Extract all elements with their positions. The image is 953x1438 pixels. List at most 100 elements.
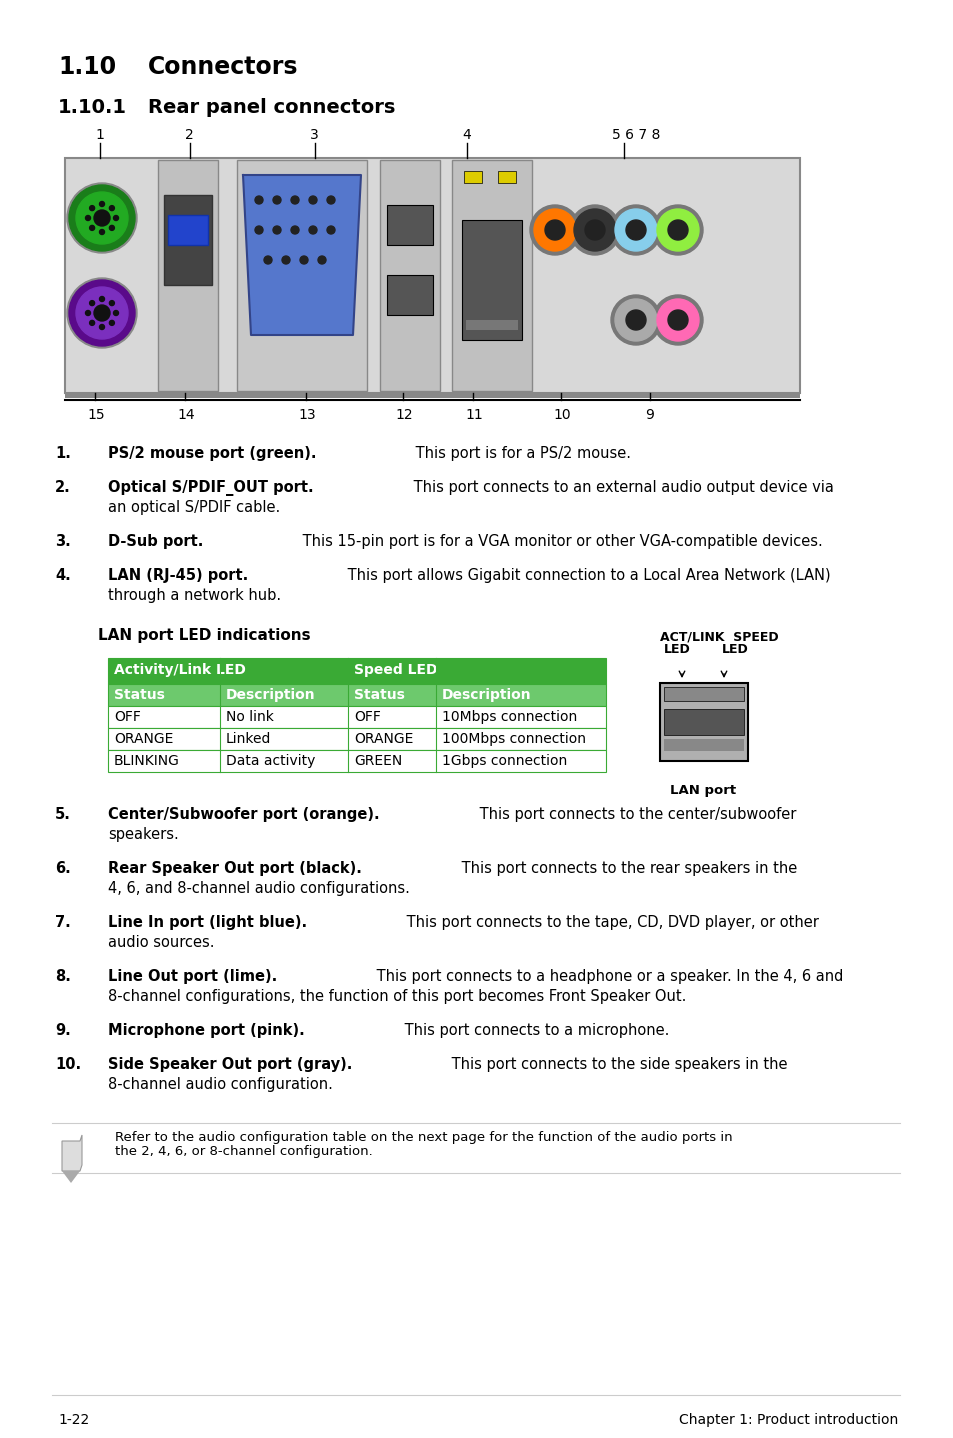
Circle shape — [67, 278, 137, 348]
Text: This port connects to a microphone.: This port connects to a microphone. — [399, 1022, 668, 1038]
Bar — [168, 216, 208, 244]
Text: BLINKING: BLINKING — [113, 754, 180, 768]
Bar — [236, 160, 367, 391]
Circle shape — [99, 201, 105, 207]
Text: Line In port (light blue).: Line In port (light blue). — [108, 915, 307, 930]
Text: 6.: 6. — [55, 861, 71, 876]
Circle shape — [90, 206, 94, 210]
Text: 1: 1 — [95, 128, 104, 142]
Circle shape — [90, 321, 94, 325]
Text: 4.: 4. — [55, 568, 71, 582]
Text: Refer to the audio configuration table on the next page for the function of the : Refer to the audio configuration table o… — [115, 1132, 732, 1145]
Circle shape — [615, 209, 657, 252]
Polygon shape — [62, 1171, 80, 1183]
Text: This port is for a PS/2 mouse.: This port is for a PS/2 mouse. — [411, 446, 631, 462]
Text: Connectors: Connectors — [148, 55, 298, 79]
Circle shape — [534, 209, 576, 252]
Text: 11: 11 — [464, 408, 482, 421]
Circle shape — [86, 311, 91, 315]
Text: 1-22: 1-22 — [58, 1414, 90, 1426]
Circle shape — [264, 256, 272, 265]
Text: Activity/Link LED: Activity/Link LED — [113, 663, 246, 677]
Circle shape — [76, 288, 128, 339]
Bar — [65, 393, 800, 398]
Text: Side Speaker Out port (gray).: Side Speaker Out port (gray). — [108, 1057, 352, 1071]
Text: Line Out port (lime).: Line Out port (lime). — [108, 969, 277, 984]
Circle shape — [110, 226, 114, 230]
Circle shape — [94, 305, 110, 321]
Circle shape — [94, 210, 110, 226]
Text: Data activity: Data activity — [226, 754, 315, 768]
Text: 12: 12 — [395, 408, 413, 421]
Text: 3: 3 — [310, 128, 318, 142]
Text: LED: LED — [721, 643, 748, 656]
Circle shape — [652, 295, 702, 345]
Text: 5 6 7 8: 5 6 7 8 — [612, 128, 659, 142]
Bar — [387, 275, 433, 315]
Circle shape — [254, 196, 263, 204]
Circle shape — [569, 206, 619, 255]
Text: 8-channel configurations, the function of this port becomes Front Speaker Out.: 8-channel configurations, the function o… — [108, 989, 685, 1004]
Bar — [452, 160, 532, 391]
Circle shape — [254, 226, 263, 234]
Circle shape — [291, 196, 298, 204]
Circle shape — [574, 209, 616, 252]
Text: 1.10: 1.10 — [58, 55, 116, 79]
Text: 8.: 8. — [55, 969, 71, 984]
Text: OFF: OFF — [113, 710, 141, 723]
Circle shape — [657, 209, 699, 252]
Text: This port connects to the rear speakers in the: This port connects to the rear speakers … — [456, 861, 797, 876]
Circle shape — [90, 226, 94, 230]
Bar — [663, 687, 743, 700]
Text: PS/2 mouse port (green).: PS/2 mouse port (green). — [108, 446, 316, 462]
Text: Status: Status — [354, 687, 404, 702]
Text: 10: 10 — [553, 408, 570, 421]
Bar — [108, 706, 605, 728]
Bar — [65, 158, 800, 393]
Circle shape — [309, 226, 316, 234]
Circle shape — [667, 220, 687, 240]
Text: Center/Subwoofer port (orange).: Center/Subwoofer port (orange). — [108, 807, 379, 823]
Text: Status: Status — [113, 687, 165, 702]
Circle shape — [615, 299, 657, 341]
Text: 13: 13 — [297, 408, 315, 421]
Circle shape — [273, 196, 281, 204]
Text: the 2, 4, 6, or 8-channel configuration.: the 2, 4, 6, or 8-channel configuration. — [115, 1145, 373, 1158]
Circle shape — [110, 321, 114, 325]
Text: ORANGE: ORANGE — [354, 732, 413, 746]
Text: This port connects to the tape, CD, DVD player, or other: This port connects to the tape, CD, DVD … — [401, 915, 818, 930]
Circle shape — [657, 299, 699, 341]
Text: LAN (RJ-45) port.: LAN (RJ-45) port. — [108, 568, 248, 582]
Text: 7.: 7. — [55, 915, 71, 930]
Circle shape — [317, 256, 326, 265]
Text: 1.: 1. — [55, 446, 71, 462]
Circle shape — [291, 226, 298, 234]
Text: speakers.: speakers. — [108, 827, 178, 843]
Text: This 15-pin port is for a VGA monitor or other VGA-compatible devices.: This 15-pin port is for a VGA monitor or… — [298, 533, 822, 549]
Text: ACT/LINK  SPEED: ACT/LINK SPEED — [659, 630, 778, 643]
Bar — [164, 196, 212, 285]
Text: 3.: 3. — [55, 533, 71, 549]
Circle shape — [309, 196, 316, 204]
Bar — [497, 171, 516, 183]
Text: 100Mbps connection: 100Mbps connection — [441, 732, 585, 746]
Text: Optical S/PDIF_OUT port.: Optical S/PDIF_OUT port. — [108, 480, 314, 496]
Text: 5.: 5. — [55, 807, 71, 823]
Text: 10Mbps connection: 10Mbps connection — [441, 710, 577, 723]
Circle shape — [327, 196, 335, 204]
Bar — [108, 659, 605, 684]
Text: Chapter 1: Product introduction: Chapter 1: Product introduction — [678, 1414, 897, 1426]
Circle shape — [90, 301, 94, 306]
Bar — [461, 220, 521, 339]
Text: LAN port LED indications: LAN port LED indications — [98, 628, 311, 643]
Polygon shape — [62, 1135, 82, 1171]
Circle shape — [99, 325, 105, 329]
Text: Speed LED: Speed LED — [354, 663, 437, 677]
Bar — [379, 160, 439, 391]
Polygon shape — [243, 175, 360, 335]
Text: GREEN: GREEN — [354, 754, 402, 768]
Text: 9.: 9. — [55, 1022, 71, 1038]
Bar — [663, 739, 743, 751]
Circle shape — [327, 226, 335, 234]
Circle shape — [544, 220, 564, 240]
